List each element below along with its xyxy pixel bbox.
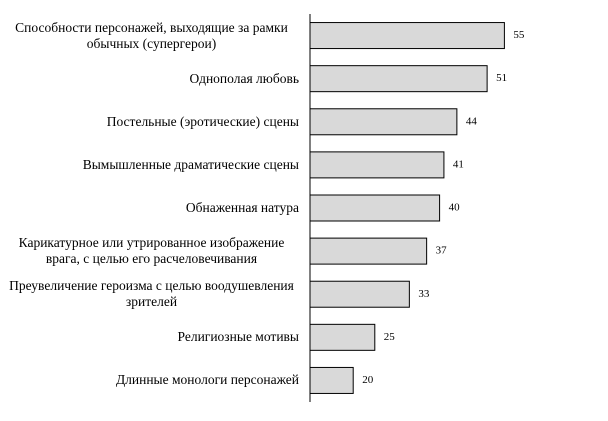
bar [309,366,354,394]
bar [309,194,441,222]
value-label: 44 [466,115,478,127]
category-label: Карикатурное или утрированное изображени… [18,235,285,267]
bar [309,22,505,50]
category-label: Длинные монологи персонажей [115,372,299,388]
category-label: Постельные (эротические) сцены [106,113,299,129]
value-label: 33 [418,288,430,300]
value-label: 55 [513,29,525,41]
value-label: 20 [362,374,374,386]
bar [309,323,376,351]
bar [309,237,428,265]
category-label: Обнаженная натура [185,200,299,215]
bar [309,280,410,308]
value-label: 41 [453,158,464,170]
bar [309,65,488,93]
category-label: Религиозные мотивы [177,329,299,345]
category-label: Вымышленные драматические сцены [82,156,299,172]
bar [309,151,445,179]
value-label: 25 [384,331,396,343]
value-label: 40 [449,202,461,214]
value-label: 37 [436,245,448,257]
bar [309,108,458,136]
category-label: Способности персонажей, выходящие за рам… [15,19,288,51]
value-label: 51 [496,72,507,84]
category-label: Однополая любовь [189,70,300,86]
category-label: Преувеличение героизма с целью воодушевл… [9,278,294,310]
